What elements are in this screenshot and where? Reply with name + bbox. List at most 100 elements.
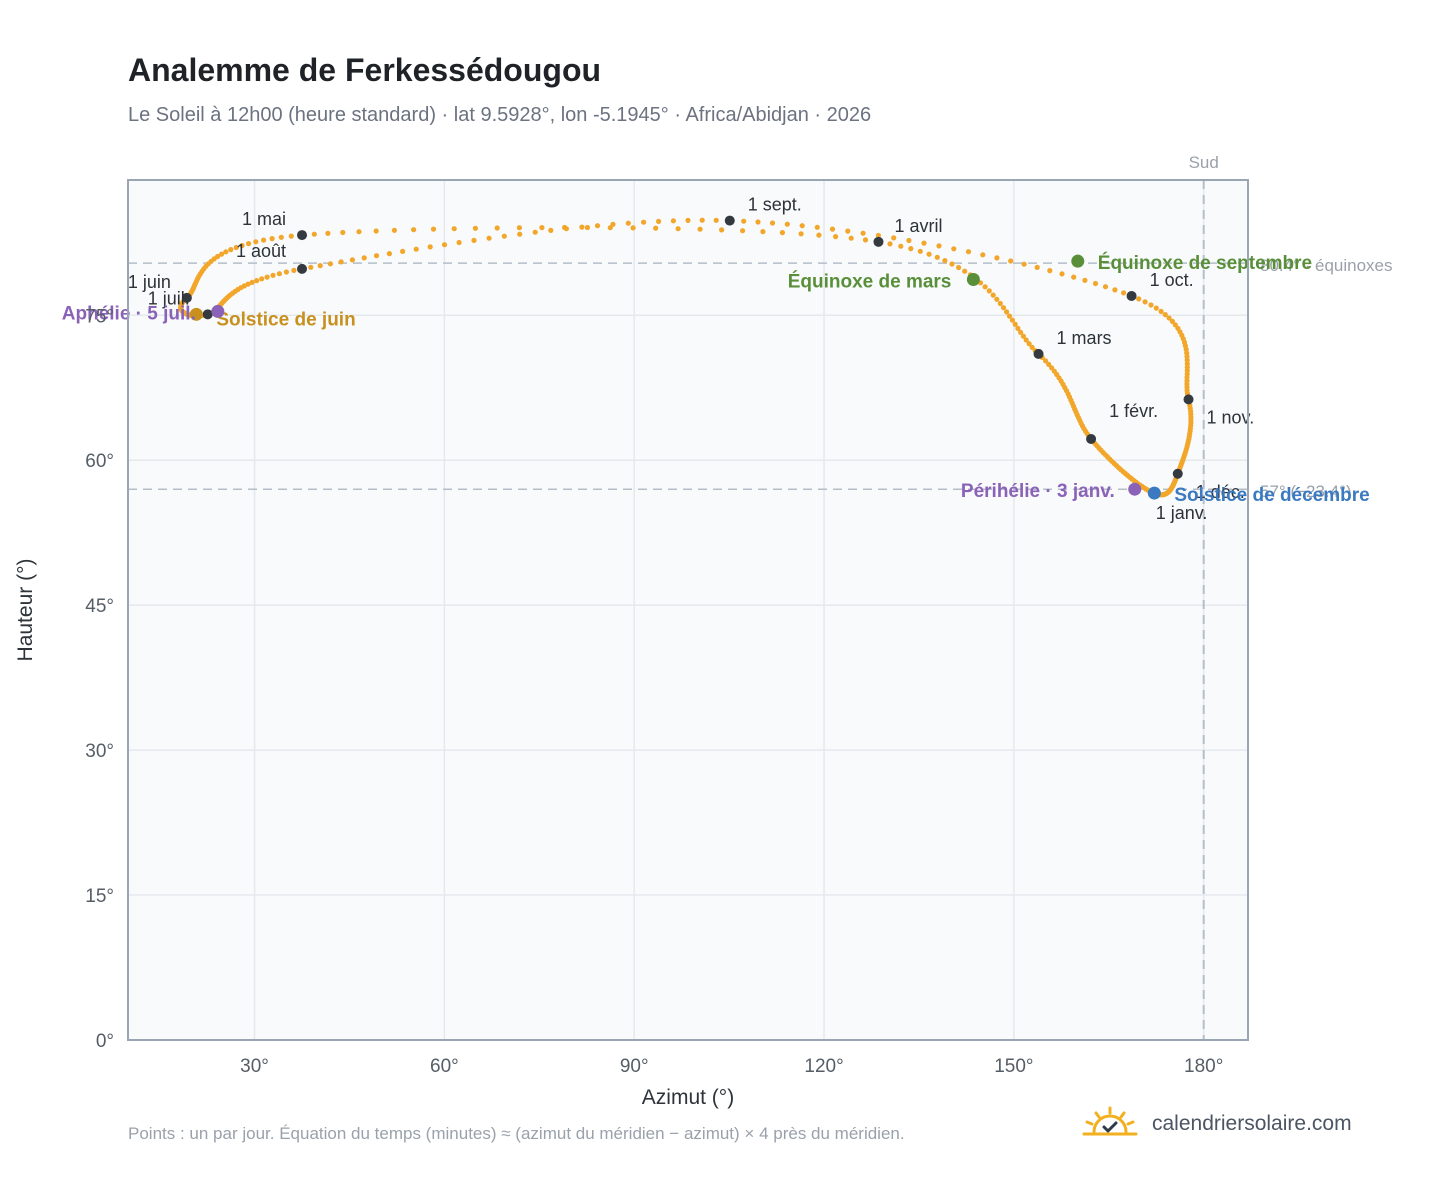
event-label: Équinoxe de septembre [1098,252,1312,274]
south-label: Sud [1189,153,1219,172]
daily-sun-dot [699,217,705,223]
daily-sun-dot [656,218,662,224]
daily-sun-dot [1169,318,1175,324]
daily-sun-dot [1148,302,1154,308]
daily-sun-dot [400,248,406,254]
daily-sun-dot [1102,284,1109,290]
daily-sun-dot [411,227,417,233]
daily-sun-dot [1162,312,1168,318]
month-marker-label: 1 févr. [1109,401,1158,421]
daily-sun-dot [641,219,647,225]
daily-sun-dot [942,258,948,264]
month-marker-label: 1 sept. [748,195,802,215]
event-label: Solstice de juin [216,309,355,330]
daily-sun-dot [1136,296,1142,302]
daily-sun-dot [1059,271,1065,277]
daily-sun-dot [1071,274,1077,280]
daily-sun-dot [1153,305,1159,311]
plot-frame [127,179,1249,1041]
daily-sun-dot [1020,333,1026,339]
daily-sun-dot [261,237,267,243]
daily-sun-dot [1049,365,1055,371]
daily-sun-dot [223,249,229,255]
daily-sun-dot [1029,344,1035,350]
daily-sun-dot [1026,341,1032,347]
daily-sun-dot [921,240,927,246]
daily-sun-dot [228,247,234,253]
daily-sun-dot [951,246,957,252]
daily-sun-dot [898,243,904,249]
daily-sun-dot [283,269,289,275]
daily-sun-dot [264,274,270,280]
daily-sun-dot [986,288,992,294]
daily-sun-dot [486,235,492,241]
plot-area [128,180,1248,1040]
daily-sun-dot [875,232,882,239]
daily-sun-dot [1142,299,1148,305]
month-marker [873,236,884,247]
month-marker [202,309,213,320]
daily-sun-dot [584,224,591,231]
month-marker-label: 1 juin [128,272,171,292]
y-tick-label: 30° [85,741,114,762]
daily-sun-dot [1009,317,1016,323]
daily-sun-dot [563,226,570,232]
daily-sun-dot [799,223,805,229]
brand[interactable]: calendriersolaire.com [1082,1104,1352,1144]
month-marker [1086,433,1097,444]
daily-sun-dot [962,268,968,274]
y-tick-label: 75° [85,306,114,327]
x-tick-label: 180° [1184,1056,1223,1077]
month-marker-label: 1 août [236,241,286,261]
month-marker-label: 1 mars [1057,328,1112,348]
daily-sun-dot [816,232,822,238]
axis-ticks: 30° 60° 90° 120° 150° 180° 0° 15° 30° 45° 60° 75° [85,306,1223,1077]
daily-sun-dot [471,237,477,243]
daily-sun-dot [1046,361,1052,367]
daily-sun-dot [917,248,923,254]
daily-sun-dot [814,224,820,230]
daily-sun-dot [233,244,239,251]
daily-sun-dot [1000,305,1007,311]
daily-sun-dot [1004,309,1010,315]
daily-sun-dot [833,234,839,240]
y-tick-label: 45° [85,596,114,617]
daily-sun-dot [1012,321,1018,327]
daily-sun-dot [349,257,355,263]
daily-sun-dot [860,230,866,236]
month-marker [297,230,308,241]
daily-sun-dot [338,259,344,265]
x-tick-label: 60° [430,1056,459,1077]
daily-sun-dot [1023,337,1029,343]
daily-sun-dot [1043,358,1049,364]
daily-sun-dot [956,264,962,271]
daily-sun-dot [317,263,323,269]
daily-sun-dot [254,278,260,284]
x-axis-label: Azimut (°) [642,1086,734,1109]
daily-sun-dot [926,251,932,257]
daily-sun-dot [829,226,836,232]
daily-sun-dot [675,226,681,232]
month-marker [181,292,192,303]
x-tick-label: 150° [994,1056,1033,1077]
altitude-reference-label: 57° (−23.4°) [1260,482,1352,501]
daily-sun-dot [456,239,462,246]
daily-sun-dot [1158,308,1164,314]
daily-sun-dot [769,220,776,226]
month-marker [1033,348,1044,359]
daily-sun-dot [1006,313,1013,319]
daily-sun-dot [713,217,719,223]
daily-sun-dot [887,241,893,247]
daily-sun-dot [908,246,914,252]
daily-sun-dot [386,251,392,257]
daily-sun-dot [427,244,433,250]
brand-name[interactable]: calendriersolaire.com [1152,1112,1352,1135]
daily-sun-dot [249,279,255,285]
daily-sun-dot [1018,329,1024,335]
daily-sun-dot [779,230,786,236]
daily-sun-dot [798,231,804,237]
daily-sun-dot [517,231,523,237]
reference-lines: Sud 80.4° · équinoxes 57° (−23.4°) [128,153,1393,1040]
month-marker-label: 1 juil. [148,288,190,308]
